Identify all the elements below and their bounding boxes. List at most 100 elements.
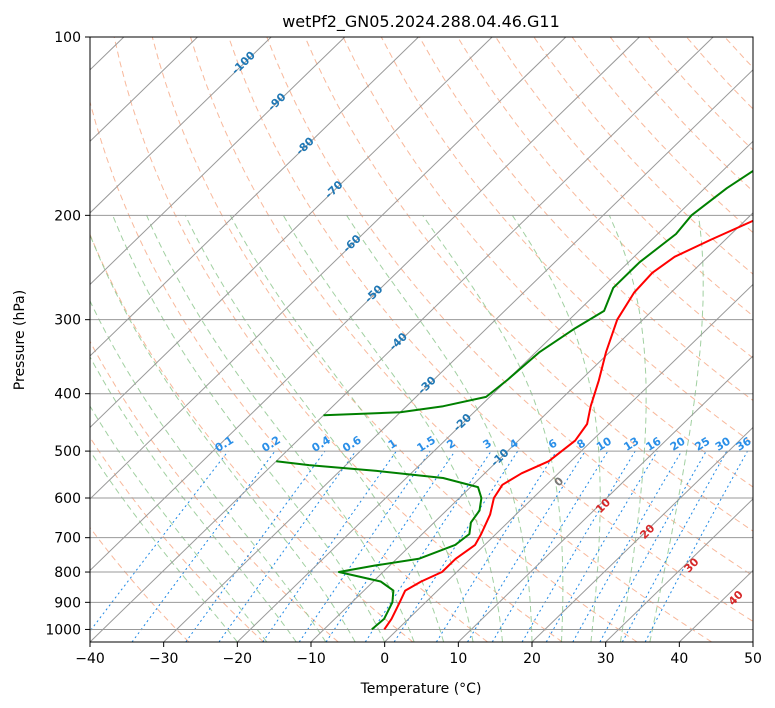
y-tick-label: 300 [54,313,81,329]
mixing-ratio-line [393,450,519,642]
y-tick-label: 200 [54,208,81,224]
moist-adiabat [90,299,327,642]
chart-title: wetPf2_GN05.2024.288.04.46.G11 [282,12,560,32]
x-tick-label: 30 [597,651,615,667]
mixing-ratio-line [599,450,707,642]
plot-area: -100-90-80-70-60-50-40-30-20-100.1 0.2 0.4… [90,37,775,642]
isotherm [752,641,753,642]
dry-adiabat [90,340,339,642]
mixing-ratio-line [90,450,229,633]
isotherm [90,37,714,642]
mixing-ratio-label: 36 [734,434,754,453]
y-tick-label: 700 [54,531,81,547]
moist-adiabat [608,215,647,642]
moist-adiabat [90,405,268,642]
dry-adiabat [151,37,638,642]
moist-adiabat [229,215,474,642]
plot-frame [89,36,754,643]
y-axis-ticks: 100 200 300 400 500 600 700 800 900 1000 [45,30,90,638]
x-tick-label: −30 [149,651,179,667]
dewpoint-profile [276,460,483,631]
isotherm [90,37,567,500]
x-tick-label: 0 [380,651,389,667]
dry-adiabat [763,37,775,642]
isotherm [457,355,753,642]
mixing-ratio-line [521,450,636,642]
mixing-ratio-label: 1.5 [415,433,438,454]
x-tick-label: −40 [75,651,105,667]
profiles [276,169,753,631]
mixing-ratio-line [644,450,748,642]
dry-adiabat [304,37,753,532]
y-tick-label: 1000 [45,622,81,638]
isotherm [236,140,753,642]
mixing-ratio-label: 6 [546,436,560,451]
moist-adiabat-label: 40 [726,588,746,608]
dry-adiabat [648,37,753,151]
mixing-ratio-line [262,450,397,642]
isotherm [384,283,753,642]
dry-adiabats [90,37,775,642]
moist-adiabat [649,215,704,642]
dry-adiabat [90,526,190,642]
mixing-ratio-line [545,450,658,642]
y-tick-label: 400 [54,387,81,403]
moist-adiabat [346,215,533,642]
isotherm [90,37,640,572]
x-axis-ticks: −40 −30 −20 −10 0 10 20 30 40 50 [75,642,762,667]
dry-adiabat [609,37,753,192]
moist-adiabat [112,215,386,642]
dewpoint-profile [323,169,753,417]
y-tick-label: 500 [54,444,81,460]
x-tick-label: −20 [223,651,253,667]
dry-adiabat [90,99,488,642]
mixing-ratio-line [364,450,492,642]
moist-adiabat [146,215,415,642]
temperature-profile [383,219,753,630]
mixing-ratio-line [185,450,326,642]
isotherm-label: -100 [229,49,258,78]
mixing-ratio-label: 0.1 [213,433,236,454]
dry-adiabat [495,37,753,317]
moist-adiabat [184,215,445,642]
x-tick-label: 50 [744,651,762,667]
dry-adiabat [90,436,264,642]
isotherm [90,37,419,357]
mixing-ratio-line [572,450,683,642]
x-tick-label: 40 [670,651,688,667]
dry-adiabat [228,37,753,622]
x-axis-label: Temperature (°C) [360,681,482,697]
pressure-gridlines [90,37,753,630]
isotherm [90,37,198,143]
dry-adiabat [113,37,563,642]
mixing-ratio-label: 0.2 [259,433,282,454]
x-tick-label: −10 [296,651,326,667]
moist-adiabat [511,215,601,642]
y-tick-label: 100 [54,30,81,46]
moist-adiabat [90,450,238,642]
mixing-ratio-line [621,450,728,642]
isotherm [90,37,493,429]
isotherm [605,498,753,642]
moist-adiabat [422,215,564,642]
x-tick-label: 20 [523,651,541,667]
y-axis-label: Pressure (hPa) [12,290,28,390]
mixing-ratio-line [218,450,357,642]
moist-adiabat [90,233,356,642]
isotherm [90,37,346,286]
mixing-ratio-label: 1 [386,437,399,452]
isotherm [531,426,753,642]
dry-adiabat [571,37,753,234]
line-labels: -100-90-80-70-60-50-40-30-20-100.1 0.2 0.4… [213,49,754,609]
mixing-ratio-label: 3 [481,437,494,452]
mixing-ratio-line [131,450,276,642]
mixing-ratio-line [298,450,431,642]
isotherm [163,69,753,642]
mixing-ratio-line [325,450,456,642]
y-tick-label: 900 [54,595,81,611]
y-tick-label: 600 [54,491,81,507]
isotherm [310,212,753,642]
x-tick-label: 10 [449,651,467,667]
mixing-ratio-label: 2 [444,437,457,452]
